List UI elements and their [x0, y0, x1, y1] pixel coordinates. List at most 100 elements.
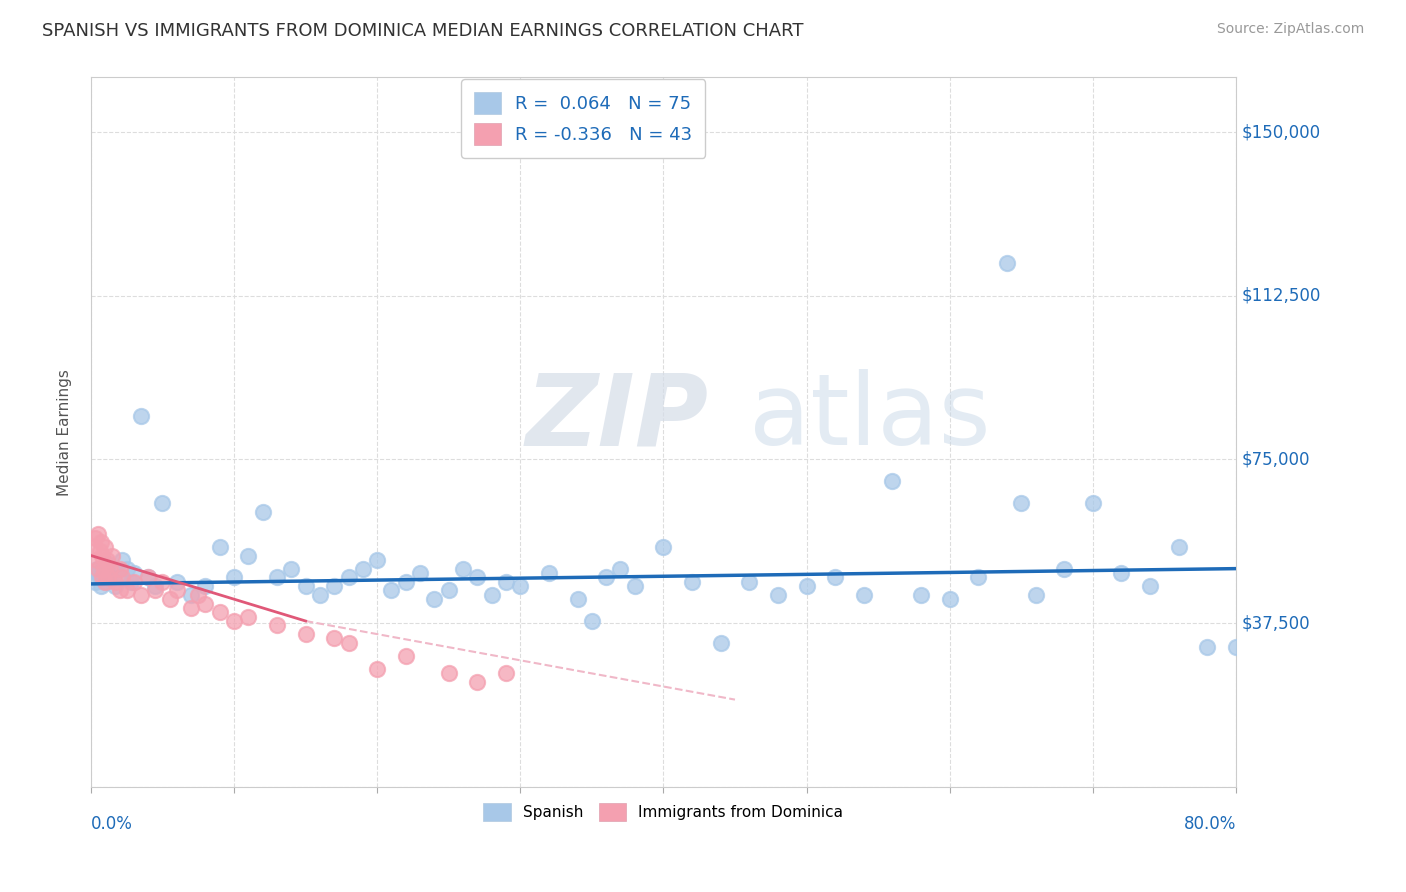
- Point: [652, 540, 675, 554]
- Point: [194, 579, 217, 593]
- Point: [451, 561, 474, 575]
- Point: [681, 574, 703, 589]
- Point: [495, 574, 517, 589]
- Text: $112,500: $112,500: [1241, 286, 1322, 305]
- Point: [97, 558, 120, 572]
- Point: [84, 531, 107, 545]
- Point: [738, 574, 761, 589]
- Point: [143, 583, 166, 598]
- Point: [252, 505, 274, 519]
- Point: [115, 583, 138, 598]
- Point: [824, 570, 846, 584]
- Point: [97, 570, 120, 584]
- Point: [366, 662, 388, 676]
- Point: [1081, 496, 1104, 510]
- Point: [222, 614, 245, 628]
- Point: [104, 579, 127, 593]
- Point: [108, 570, 131, 584]
- Point: [115, 561, 138, 575]
- Point: [222, 570, 245, 584]
- Point: [352, 561, 374, 575]
- Point: [94, 574, 117, 589]
- Point: [111, 570, 134, 584]
- Point: [609, 561, 631, 575]
- Point: [567, 592, 589, 607]
- Point: [509, 579, 531, 593]
- Point: [882, 475, 904, 489]
- Point: [122, 574, 145, 589]
- Point: [766, 588, 789, 602]
- Point: [1111, 566, 1133, 580]
- Point: [581, 614, 603, 628]
- Point: [323, 579, 346, 593]
- Y-axis label: Median Earnings: Median Earnings: [58, 368, 72, 496]
- Point: [101, 549, 124, 563]
- Point: [910, 588, 932, 602]
- Point: [152, 574, 174, 589]
- Point: [1010, 496, 1032, 510]
- Point: [94, 574, 117, 589]
- Point: [395, 648, 418, 663]
- Point: [423, 592, 446, 607]
- Point: [122, 566, 145, 580]
- Point: [266, 570, 288, 584]
- Point: [152, 496, 174, 510]
- Point: [1139, 579, 1161, 593]
- Point: [83, 540, 105, 554]
- Point: [87, 526, 110, 541]
- Point: [238, 549, 260, 563]
- Point: [495, 666, 517, 681]
- Text: atlas: atlas: [749, 369, 991, 467]
- Point: [90, 579, 112, 593]
- Point: [111, 553, 134, 567]
- Point: [467, 675, 489, 690]
- Point: [89, 544, 111, 558]
- Point: [94, 540, 117, 554]
- Point: [180, 601, 202, 615]
- Point: [395, 574, 418, 589]
- Point: [309, 588, 332, 602]
- Point: [101, 561, 124, 575]
- Text: $150,000: $150,000: [1241, 123, 1320, 141]
- Point: [136, 570, 159, 584]
- Point: [98, 561, 121, 575]
- Point: [84, 574, 107, 589]
- Point: [208, 605, 231, 619]
- Point: [90, 535, 112, 549]
- Point: [537, 566, 560, 580]
- Point: [995, 256, 1018, 270]
- Point: [409, 566, 432, 580]
- Point: [1167, 540, 1189, 554]
- Point: [1053, 561, 1076, 575]
- Point: [710, 636, 733, 650]
- Text: Source: ZipAtlas.com: Source: ZipAtlas.com: [1216, 22, 1364, 37]
- Legend: Spanish, Immigrants from Dominica: Spanish, Immigrants from Dominica: [475, 795, 851, 829]
- Point: [143, 579, 166, 593]
- Point: [91, 549, 114, 563]
- Point: [96, 553, 118, 567]
- Point: [129, 588, 152, 602]
- Point: [87, 561, 110, 575]
- Point: [266, 618, 288, 632]
- Point: [294, 627, 316, 641]
- Point: [166, 583, 188, 598]
- Point: [437, 583, 460, 598]
- Point: [136, 570, 159, 584]
- Point: [294, 579, 316, 593]
- Point: [208, 540, 231, 554]
- Point: [180, 588, 202, 602]
- Point: [337, 636, 360, 650]
- Point: [1225, 640, 1247, 655]
- Point: [595, 570, 617, 584]
- Point: [467, 570, 489, 584]
- Text: SPANISH VS IMMIGRANTS FROM DOMINICA MEDIAN EARNINGS CORRELATION CHART: SPANISH VS IMMIGRANTS FROM DOMINICA MEDI…: [42, 22, 804, 40]
- Point: [796, 579, 818, 593]
- Point: [623, 579, 645, 593]
- Point: [380, 583, 402, 598]
- Point: [323, 632, 346, 646]
- Point: [194, 597, 217, 611]
- Text: 80.0%: 80.0%: [1184, 815, 1236, 833]
- Point: [87, 566, 110, 580]
- Point: [98, 570, 121, 584]
- Point: [280, 561, 302, 575]
